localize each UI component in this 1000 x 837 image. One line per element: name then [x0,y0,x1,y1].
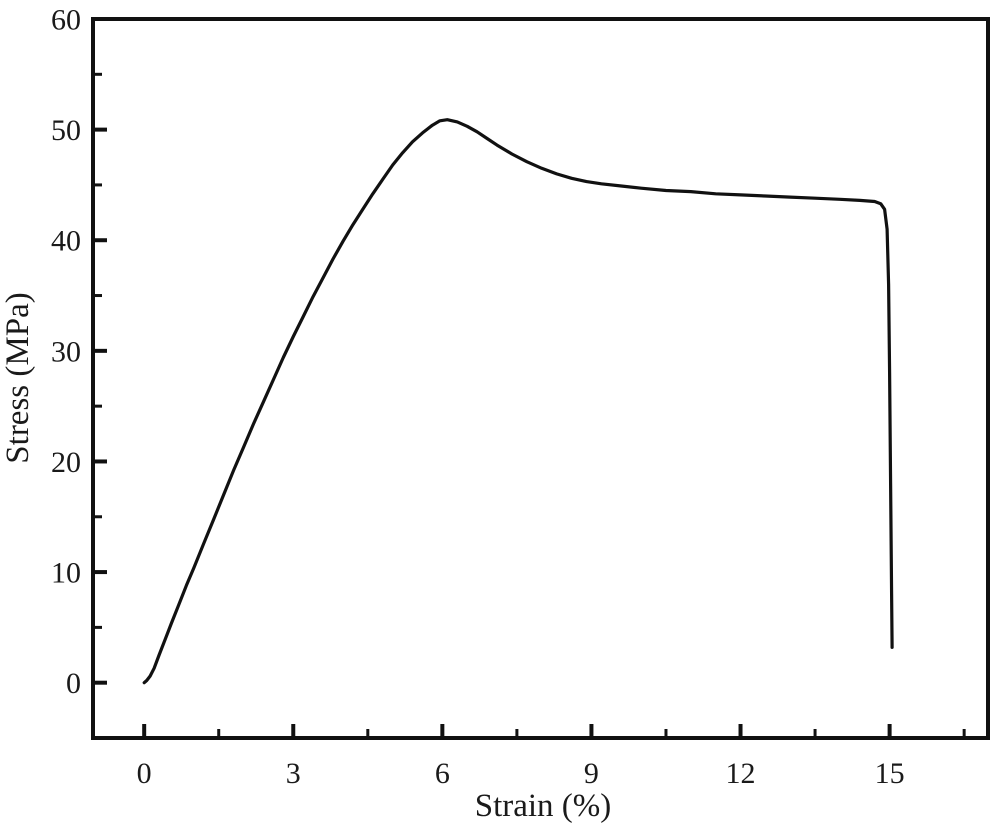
curve-layer [142,118,894,685]
x-tick-label: 6 [435,757,450,790]
y-tick-label: 50 [51,114,81,147]
y-tick-label: 10 [51,557,81,590]
axes-layer: 0 3 6 9 12 15 0 10 20 30 40 50 60 [51,4,990,790]
y-tick-label: 20 [51,446,81,479]
x-tick-label: 9 [584,757,599,790]
x-tick-label: 0 [137,757,152,790]
x-tick-label: 15 [875,757,905,790]
x-axis-title: Strain (%) [475,788,612,824]
curve-path [142,118,894,685]
plot-frame [91,17,990,740]
y-tick-label: 30 [51,335,81,368]
x-tick-label: 12 [726,757,756,790]
y-tick-label: 40 [51,225,81,258]
y-axis-title: Stress (MPa) [0,292,36,463]
y-tick-label: 60 [51,4,81,37]
x-tick-label: 3 [286,757,301,790]
y-tick-label: 0 [66,667,81,700]
